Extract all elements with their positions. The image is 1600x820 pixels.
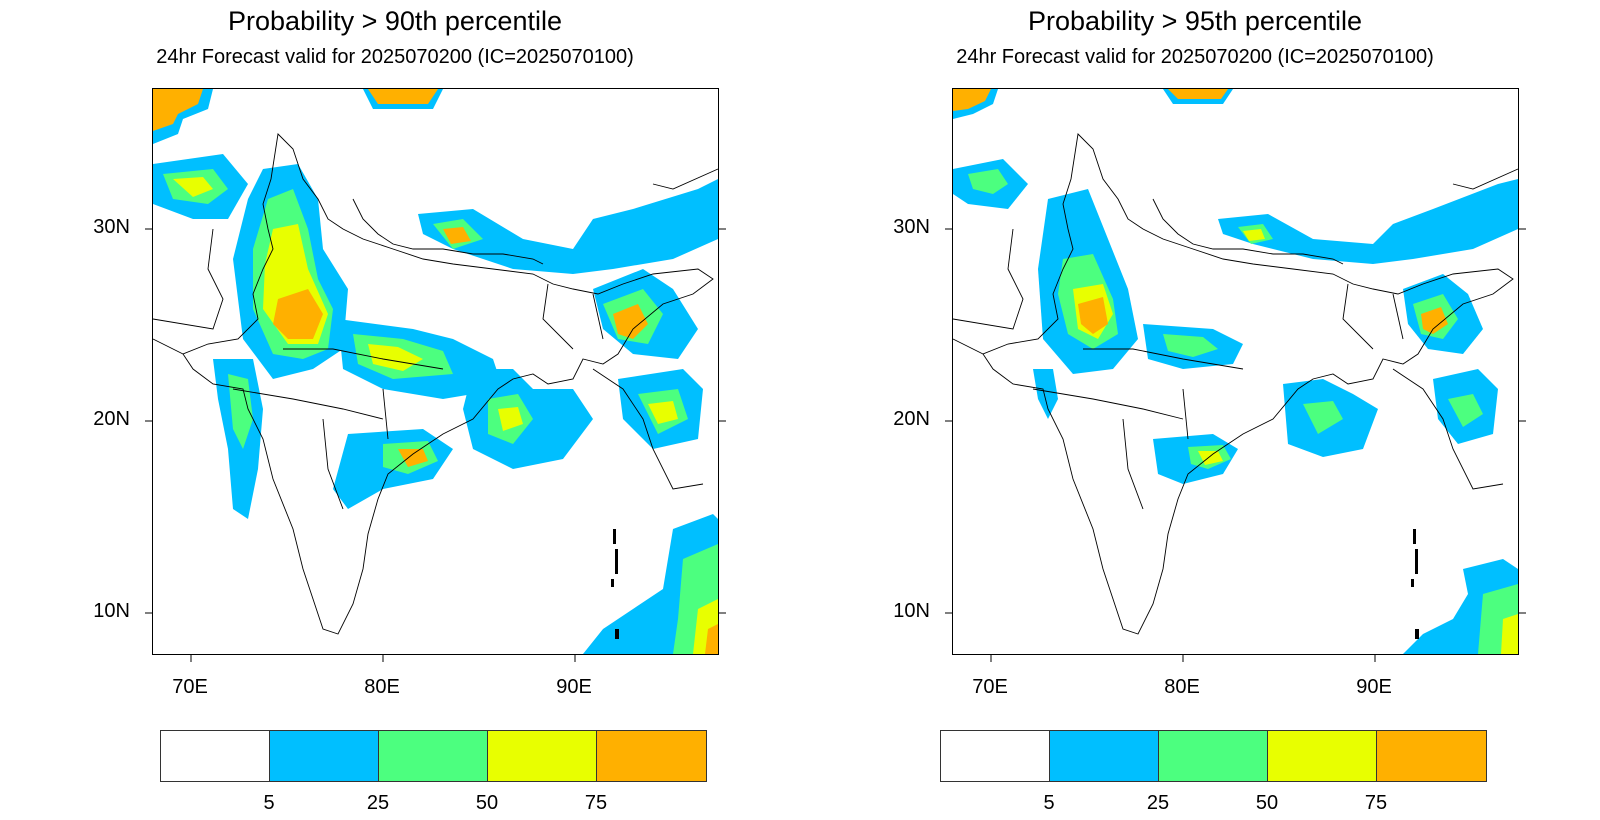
colorbar-label-25: 25 bbox=[366, 792, 390, 814]
lon-label-90e: 90E bbox=[556, 676, 592, 698]
country-boundaries bbox=[952, 133, 1519, 635]
colorbar-swatch-3 bbox=[488, 731, 597, 781]
lon-label-90e: 90E bbox=[1356, 676, 1392, 698]
panel-90th-percentile: Probability > 90th percentile 24hr Forec… bbox=[0, 0, 790, 820]
probability-contours bbox=[153, 89, 718, 654]
colorbar-swatch-0 bbox=[941, 731, 1050, 781]
colorbar-swatch-2 bbox=[379, 731, 488, 781]
axis-ticks bbox=[145, 228, 726, 662]
colorbar-swatch-4 bbox=[597, 731, 706, 781]
colorbar-swatch-3 bbox=[1268, 731, 1377, 781]
lat-label-30n: 30N bbox=[893, 216, 930, 238]
lat-label-30n: 30N bbox=[93, 216, 130, 238]
colorbar-label-50: 50 bbox=[1255, 792, 1279, 814]
andaman-islands bbox=[1411, 529, 1419, 639]
lon-label-80e: 80E bbox=[1164, 676, 1200, 698]
probability-contours bbox=[953, 89, 1518, 654]
lat-label-10n: 10N bbox=[93, 600, 130, 622]
colorbar-label-5: 5 bbox=[263, 792, 275, 814]
panel-subtitle: 24hr Forecast valid for 2025070200 (IC=2… bbox=[156, 46, 634, 68]
colorbar-swatch-1 bbox=[270, 731, 379, 781]
probability-map bbox=[945, 88, 1526, 662]
lat-label-10n: 10N bbox=[893, 600, 930, 622]
colorbar-label-75: 75 bbox=[1364, 792, 1388, 814]
panel-95th-percentile: Probability > 95th percentile 24hr Forec… bbox=[800, 0, 1590, 820]
lon-label-70e: 70E bbox=[972, 676, 1008, 698]
colorbar-swatch-4 bbox=[1377, 731, 1486, 781]
map-canvas bbox=[145, 89, 726, 662]
lat-label-20n: 20N bbox=[893, 408, 930, 430]
colorbar-label-75: 75 bbox=[584, 792, 608, 814]
lon-label-70e: 70E bbox=[172, 676, 208, 698]
panel-title: Probability > 90th percentile bbox=[228, 6, 562, 36]
andaman-islands bbox=[611, 529, 619, 639]
lon-label-80e: 80E bbox=[364, 676, 400, 698]
colorbar-label-25: 25 bbox=[1146, 792, 1170, 814]
axis-ticks bbox=[945, 228, 1526, 662]
colorbar bbox=[160, 730, 707, 782]
colorbar-label-5: 5 bbox=[1043, 792, 1055, 814]
lat-label-20n: 20N bbox=[93, 408, 130, 430]
colorbar-swatch-1 bbox=[1050, 731, 1159, 781]
map-canvas bbox=[945, 89, 1526, 662]
colorbar-label-50: 50 bbox=[475, 792, 499, 814]
panel-subtitle: 24hr Forecast valid for 2025070200 (IC=2… bbox=[956, 46, 1434, 68]
colorbar bbox=[940, 730, 1487, 782]
country-boundaries bbox=[152, 133, 719, 635]
colorbar-swatch-2 bbox=[1159, 731, 1268, 781]
panel-title: Probability > 95th percentile bbox=[1028, 6, 1362, 36]
colorbar-swatch-0 bbox=[161, 731, 270, 781]
probability-map bbox=[145, 88, 726, 662]
